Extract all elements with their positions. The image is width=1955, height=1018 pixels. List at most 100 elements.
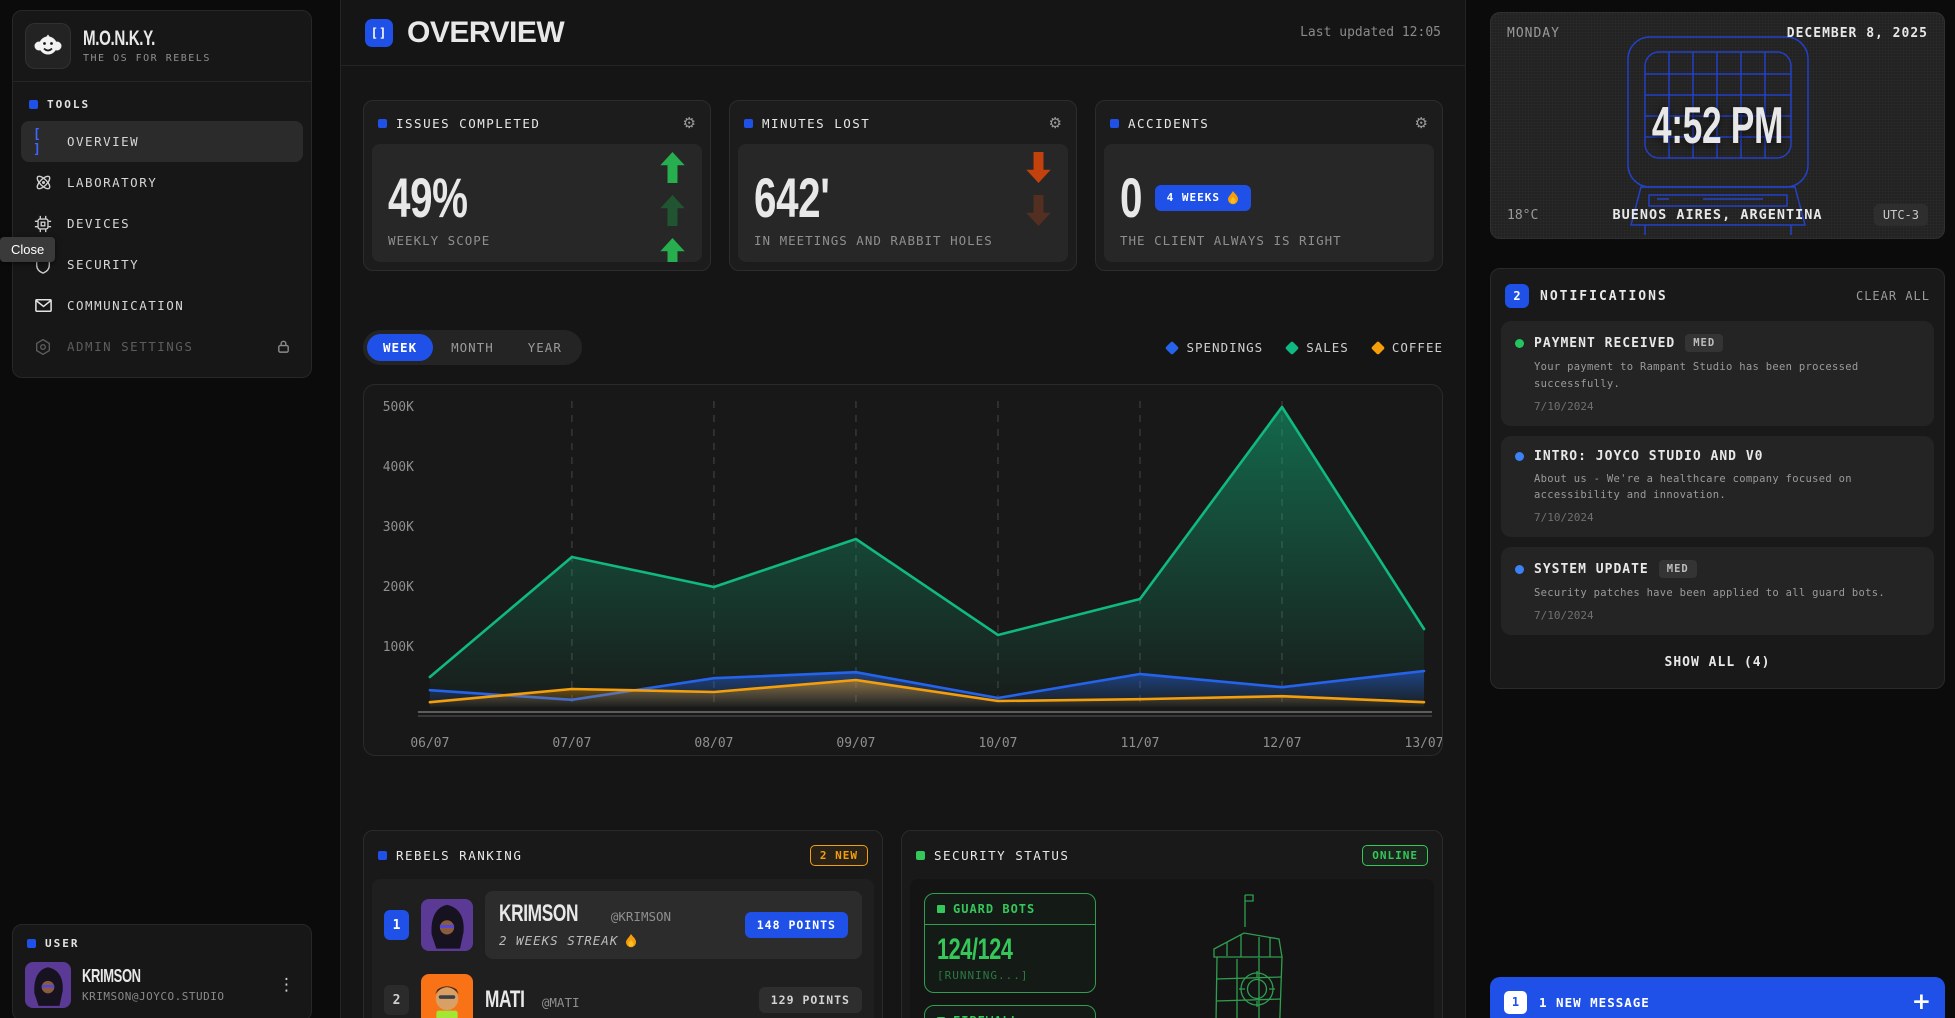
new-message-bar[interactable]: 1 1 NEW MESSAGE + xyxy=(1490,977,1945,1018)
sidebar-item-devices[interactable]: DEVICES xyxy=(21,203,303,244)
sidebar-item-label: ADMIN SETTINGS xyxy=(67,339,194,354)
overview-brackets-icon: [ ] xyxy=(33,126,43,157)
retro-computer-wireframe-icon xyxy=(1553,25,1883,238)
tab-month[interactable]: MONTH xyxy=(451,340,494,355)
sidebar: M.O.N.K.Y. THE OS FOR REBELS TOOLS [ ] O… xyxy=(12,10,312,378)
shield-icon xyxy=(33,256,53,274)
svg-text:300K: 300K xyxy=(383,520,414,535)
sidebar-item-overview[interactable]: [ ] OVERVIEW xyxy=(21,121,303,162)
points-badge: 129 POINTS xyxy=(758,987,862,1013)
svg-text:06/07: 06/07 xyxy=(410,736,449,751)
notification-body: About us - We're a healthcare company fo… xyxy=(1534,472,1852,502)
settings-gear-icon[interactable]: ⚙ xyxy=(1048,114,1062,132)
priority-tag: MED xyxy=(1658,560,1697,579)
stat-value: 642' xyxy=(754,165,830,229)
sidebar-item-communication[interactable]: COMMUNICATION xyxy=(21,285,303,326)
svg-text:400K: 400K xyxy=(383,460,414,475)
chart-controls: WEEK MONTH YEAR SPENDINGS SALES COFFEE xyxy=(363,330,1443,365)
avatar xyxy=(25,962,71,1008)
stat-card-issues-completed: ISSUES COMPLETED ⚙ 49% WEEKLY SCOPE xyxy=(363,100,711,271)
svg-text:500K: 500K xyxy=(383,400,414,415)
rank-badge: 2 xyxy=(384,985,409,1015)
tab-week[interactable]: WEEK xyxy=(367,334,434,361)
stat-value: 49% xyxy=(388,165,468,229)
svg-text:07/07: 07/07 xyxy=(552,736,591,751)
trend-up-arrows-icon xyxy=(659,152,686,262)
card-bullet xyxy=(378,119,387,128)
notification-count-badge: 2 xyxy=(1505,284,1529,308)
card-bullet xyxy=(378,851,387,860)
main-panel: [] OVERVIEW Last updated 12:05 ISSUES CO… xyxy=(340,0,1466,1018)
spendings-diamond-icon xyxy=(1165,340,1180,355)
section-bullet xyxy=(27,939,36,948)
sidebar-item-label: LABORATORY xyxy=(67,175,158,190)
ranking-row-2[interactable]: 2 MATI @MATI 129 POINTS xyxy=(384,974,862,1018)
status-dot xyxy=(1515,451,1524,461)
stat-body: 0 4 WEEKS THE CLIENT ALWAYS IS RIGHT xyxy=(1104,144,1434,262)
user-row[interactable]: KRIMSON KRIMSON@JOYCO.STUDIO ⋮ xyxy=(25,962,299,1008)
stat-card-accidents: ACCIDENTS ⚙ 0 4 WEEKS THE CLIENT ALWAYS … xyxy=(1095,100,1443,271)
avatar xyxy=(421,899,473,951)
page-title-icon: [] xyxy=(365,18,393,47)
chart-range-tabs: WEEK MONTH YEAR xyxy=(363,330,582,365)
ranking-row-1[interactable]: 1 KRIMSON @KRIMSON 2 WEEKS STREAK xyxy=(384,891,862,959)
notification-item-intro[interactable]: INTRO: JOYCO STUDIO AND V0 About us - We… xyxy=(1501,435,1934,538)
stat-title: MINUTES LOST xyxy=(762,116,871,131)
firewall-box: FIREWALL 99.9% xyxy=(924,1005,1096,1018)
show-all-button[interactable]: SHOW ALL (4) xyxy=(1664,654,1771,670)
svg-text:10/07: 10/07 xyxy=(978,736,1017,751)
user-name: KRIMSON xyxy=(82,966,141,986)
notifications-card: 2 NOTIFICATIONS CLEAR ALL PAYMENT RECEIV… xyxy=(1490,268,1945,689)
svg-text:13/07: 13/07 xyxy=(1405,736,1442,751)
security-title: SECURITY STATUS xyxy=(934,848,1070,863)
settings-gear-icon[interactable]: ⚙ xyxy=(682,114,696,132)
clock-card: MONDAY DECEMBER 8, 2025 4:52 PM 18°C BUE… xyxy=(1490,12,1945,239)
ranking-title: REBELS RANKING xyxy=(396,848,523,863)
rank-handle: @MATI xyxy=(541,995,580,1010)
notification-item-system-update[interactable]: SYSTEM UPDATE MED Security patches have … xyxy=(1501,547,1934,635)
area-chart[interactable]: 100K 200K 300K 400K 500K 06/07 07/07 08/07 09/07… xyxy=(363,384,1443,756)
chip-icon xyxy=(33,215,53,233)
kebab-menu-icon[interactable]: ⋮ xyxy=(278,975,295,995)
status-dot xyxy=(1515,338,1524,348)
logo-row: M.O.N.K.Y. THE OS FOR REBELS xyxy=(13,11,311,82)
legend-coffee: COFFEE xyxy=(1370,340,1443,355)
card-bullet xyxy=(916,851,925,860)
rank-badge: 1 xyxy=(384,910,409,940)
logo-text: M.O.N.K.Y. THE OS FOR REBELS xyxy=(83,28,211,64)
settings-gear-icon[interactable]: ⚙ xyxy=(1414,114,1428,132)
stat-title: ACCIDENTS xyxy=(1128,116,1210,131)
message-count-badge: 1 xyxy=(1504,990,1527,1014)
legend-sales: SALES xyxy=(1285,340,1349,355)
rank-name: KRIMSON xyxy=(499,900,579,927)
notification-title: PAYMENT RECEIVED xyxy=(1534,335,1676,351)
sidebar-item-label: SECURITY xyxy=(67,257,140,272)
notifications-title: NOTIFICATIONS xyxy=(1540,288,1668,304)
user-section-label: USER xyxy=(45,937,80,950)
rank-name: MATI xyxy=(485,986,525,1013)
notification-body: Your payment to Rampant Studio has been … xyxy=(1534,361,1859,390)
user-card: USER KRIMSON KRIMSON@JOYCO.STUDIO ⋮ xyxy=(12,924,312,1018)
watchtower-wireframe-icon xyxy=(1169,887,1319,1018)
clear-all-button[interactable]: CLEAR ALL xyxy=(1855,289,1930,303)
envelope-icon xyxy=(33,296,53,315)
plus-icon[interactable]: + xyxy=(1911,989,1931,1015)
sidebar-item-laboratory[interactable]: LABORATORY xyxy=(21,162,303,203)
notification-title: SYSTEM UPDATE xyxy=(1534,561,1649,577)
legend-spendings: SPENDINGS xyxy=(1165,340,1263,355)
last-updated: Last updated 12:05 xyxy=(1300,25,1441,40)
card-bullet xyxy=(1110,119,1119,128)
clock-date: DECEMBER 8, 2025 xyxy=(1786,26,1928,41)
sidebar-item-security[interactable]: SECURITY xyxy=(21,244,303,285)
stat-caption: WEEKLY SCOPE xyxy=(388,233,491,248)
chart-legend: SPENDINGS SALES COFFEE xyxy=(1165,340,1443,355)
app-title: M.O.N.K.Y. xyxy=(83,27,156,50)
tab-year[interactable]: YEAR xyxy=(527,340,562,355)
sidebar-item-label: DEVICES xyxy=(67,216,131,231)
tools-section-header: TOOLS xyxy=(13,82,311,117)
notification-item-payment[interactable]: PAYMENT RECEIVED MED Your payment to Ram… xyxy=(1501,321,1934,426)
guard-bots-status: [RUNNING...] xyxy=(937,969,1029,982)
clock-day: MONDAY xyxy=(1507,26,1560,41)
streak-badge: 4 WEEKS xyxy=(1154,184,1252,211)
online-badge: ONLINE xyxy=(1362,845,1428,866)
